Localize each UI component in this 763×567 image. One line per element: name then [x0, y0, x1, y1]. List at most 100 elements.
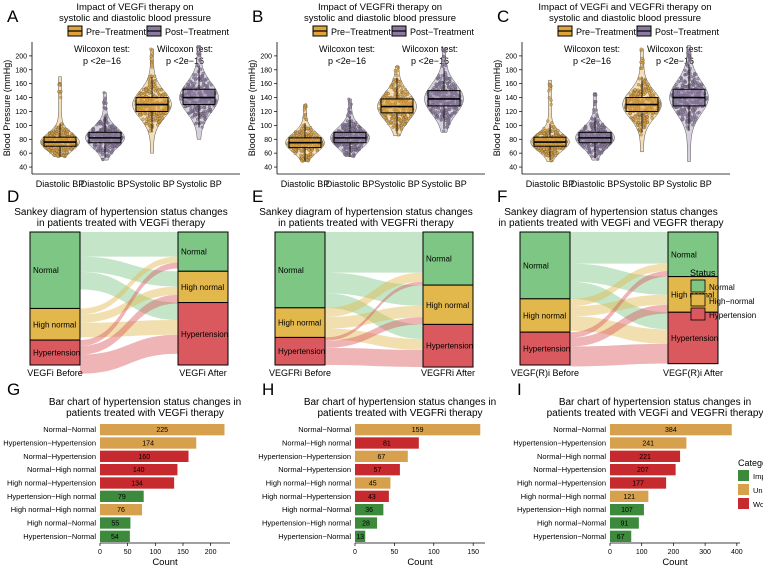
- data-point: [650, 93, 654, 97]
- data-point: [682, 108, 686, 112]
- data-point: [683, 85, 687, 89]
- data-point: [57, 83, 61, 87]
- data-point: [305, 158, 309, 162]
- sankey-node-label: Normal: [33, 266, 59, 275]
- x-tick-label: 0: [608, 549, 612, 556]
- data-point: [683, 68, 687, 72]
- data-point: [547, 89, 551, 93]
- x-tick-label: 100: [149, 549, 161, 556]
- data-point: [65, 128, 69, 132]
- data-point: [148, 129, 152, 133]
- violin-group: Diastolic BP: [281, 103, 329, 189]
- data-point: [61, 131, 65, 135]
- data-point: [92, 142, 96, 147]
- y-tick-label: Hypertension−High normal: [517, 505, 606, 514]
- data-point: [198, 58, 202, 62]
- data-point: [679, 79, 683, 83]
- status-legend: Status Normal High−normal Hypertension: [690, 268, 756, 321]
- data-point: [674, 83, 678, 87]
- violin-group: Diastolic BP: [526, 79, 574, 189]
- data-point: [111, 128, 115, 132]
- y-tick-label: Normal−High normal: [27, 465, 96, 474]
- legend-label: Pre−Treatment: [86, 27, 146, 37]
- data-point: [198, 54, 202, 58]
- data-point: [636, 118, 640, 122]
- data-point: [102, 100, 106, 104]
- data-point: [547, 96, 551, 100]
- data-point: [642, 92, 646, 97]
- data-point: [444, 73, 448, 77]
- data-point: [556, 151, 560, 155]
- y-tick-label: High normal−High normal: [11, 505, 97, 514]
- legend-label: Pre−Treatment: [576, 27, 636, 37]
- data-point: [646, 82, 650, 86]
- y-tick-label: Hypertension−Normal: [278, 532, 351, 541]
- data-point: [685, 114, 689, 118]
- chart-title: Bar chart of hypertension status changes…: [304, 397, 496, 408]
- y-tick-label: High normal−Hypertension: [517, 479, 606, 488]
- violin-group: Diastolic BP: [36, 76, 85, 189]
- data-point: [98, 119, 103, 124]
- data-point: [350, 148, 354, 152]
- chart-title: systolic and diastolic blood pressure: [304, 13, 456, 24]
- stat-annotation: Wilcoxon test:: [647, 44, 703, 54]
- bar-value-label: 76: [117, 507, 125, 514]
- y-tick-label: 140: [260, 95, 272, 102]
- bar-value-label: 67: [617, 534, 625, 541]
- sankey-node-label: Hypertension: [278, 347, 325, 356]
- x-tick-label: Diastolic BP: [326, 179, 375, 189]
- data-point: [306, 126, 310, 130]
- x-axis-title: Count: [152, 557, 178, 567]
- data-point: [546, 119, 550, 123]
- bar-value-label: 55: [111, 521, 119, 528]
- data-point: [161, 116, 165, 120]
- data-point: [399, 126, 403, 130]
- data-point: [704, 95, 709, 99]
- sankey-node-label: Normal: [671, 250, 697, 259]
- data-point: [158, 119, 162, 123]
- data-point: [450, 113, 454, 117]
- data-point: [403, 88, 408, 92]
- y-tick-label: 120: [15, 109, 27, 116]
- chart-title: Sankey diagram of hypertension status ch…: [14, 207, 227, 218]
- data-point: [687, 84, 691, 88]
- x-tick-label: Diastolic BP: [36, 179, 85, 189]
- data-point: [199, 121, 203, 125]
- data-point: [202, 106, 206, 110]
- data-point: [293, 148, 298, 152]
- y-tick-label: 180: [260, 67, 272, 74]
- y-axis-title: Blood Pressure (mmHg): [247, 60, 257, 157]
- data-point: [597, 124, 601, 128]
- data-point: [295, 134, 299, 138]
- data-point: [200, 77, 204, 81]
- violin-group: Systolic BP: [421, 47, 467, 189]
- chart-title: patients treated with VEGFi therapy: [66, 408, 224, 419]
- data-point: [553, 127, 557, 131]
- data-point: [300, 155, 304, 159]
- bar-value-label: 121: [623, 494, 635, 501]
- data-point: [400, 85, 404, 89]
- data-point: [693, 106, 697, 110]
- data-point: [156, 123, 160, 127]
- data-point: [550, 154, 554, 158]
- bar-panel-h: H Bar chart of hypertension status change…: [258, 380, 496, 567]
- data-point: [601, 123, 605, 127]
- data-point: [441, 63, 445, 67]
- y-tick-label: High normal−Hypertension: [262, 492, 351, 501]
- data-point: [347, 107, 351, 111]
- data-point: [394, 128, 399, 132]
- y-tick-label: 60: [264, 151, 272, 158]
- data-point: [556, 128, 560, 133]
- sankey-node-label: High normal: [523, 311, 566, 320]
- data-point: [594, 144, 599, 148]
- data-point: [96, 145, 100, 149]
- data-point: [386, 122, 391, 126]
- sankey-axis-label: VEGFi After: [179, 368, 227, 378]
- data-point: [592, 93, 596, 97]
- y-tick-label: Hypertension−Hypertension: [3, 439, 96, 448]
- data-point: [645, 89, 649, 93]
- category-legend: Category Improved Unchanged Worsened: [738, 458, 763, 509]
- bar-value-label: 79: [118, 494, 126, 501]
- legend-label: High−normal: [709, 297, 755, 306]
- sankey-flows: [80, 232, 178, 374]
